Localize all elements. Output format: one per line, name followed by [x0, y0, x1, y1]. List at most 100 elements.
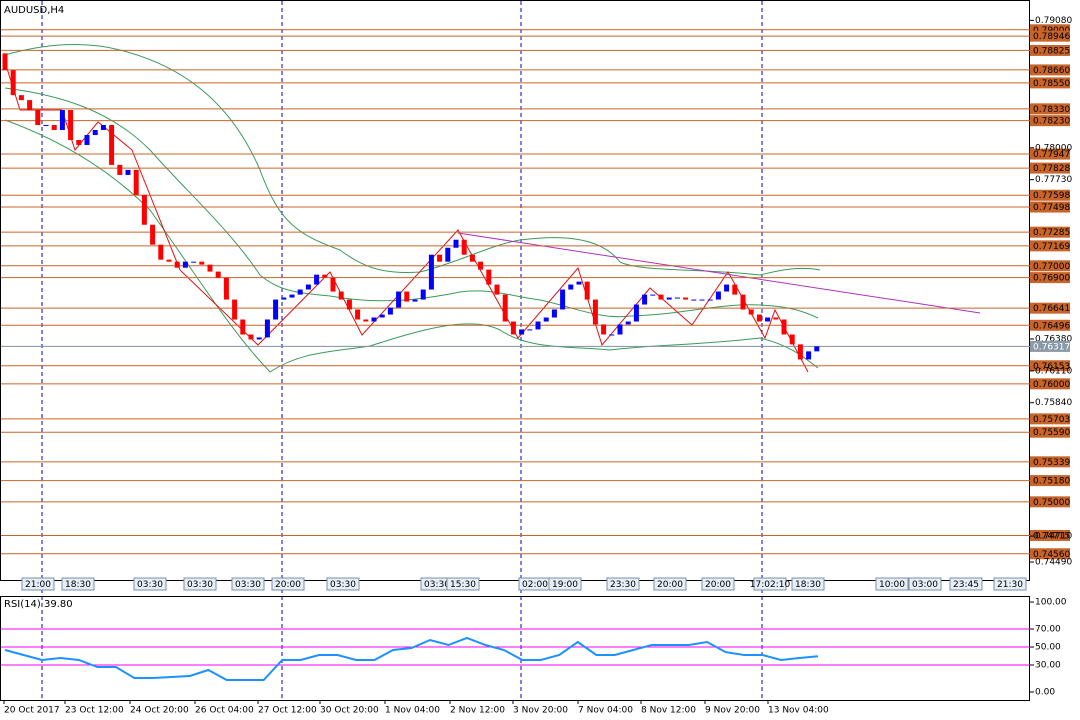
level-label: 0.77169 [1033, 242, 1070, 252]
level-tag [1030, 548, 1070, 560]
zigzag-tag [993, 577, 1027, 591]
candle-body [814, 346, 820, 352]
candle-body [166, 259, 172, 262]
upper-band [4, 44, 821, 276]
x-tick-label: 30 Oct 20:00 [320, 706, 379, 716]
level-tag [1030, 272, 1070, 284]
level-tag [1030, 148, 1070, 160]
level-label: 0.75339 [1033, 458, 1070, 468]
zigzag-label: 03:30 [187, 580, 213, 590]
level-label: 0.77828 [1033, 164, 1070, 174]
zigzag-tag [133, 577, 167, 591]
candle-body [182, 261, 188, 268]
chart-symbol: AUDUSD,H4 [4, 5, 64, 16]
candle-body [59, 110, 65, 130]
level-label: 0.76153 [1033, 362, 1070, 372]
x-tick-label: 3 Nov 20:00 [513, 706, 568, 716]
candle-body [150, 224, 156, 245]
candle-body [617, 324, 623, 335]
level-label: 0.75703 [1033, 415, 1070, 425]
zigzag-label: 18:30 [795, 580, 821, 590]
level-tag [1030, 77, 1070, 89]
zigzag-tag [183, 577, 217, 591]
candle-body [765, 317, 771, 322]
level-tag [1030, 162, 1070, 174]
current-price-tag [1030, 340, 1070, 352]
zigzag-label: 20:00 [657, 580, 683, 590]
candle-body [535, 321, 541, 330]
zigzag-tag [753, 577, 787, 591]
candle-body [305, 284, 311, 290]
level-label: 0.77498 [1033, 203, 1070, 213]
level-tag [1030, 103, 1070, 115]
candle-body [281, 297, 287, 300]
candle-body [43, 125, 49, 127]
candle-body [666, 297, 672, 300]
candle-body [100, 125, 106, 130]
zigzag-label: 03:30 [330, 580, 356, 590]
candle-body [469, 254, 475, 262]
candle-body [510, 321, 516, 335]
level-tag [1030, 189, 1070, 201]
zigzag-tag [653, 577, 687, 591]
level-label: 0.78230 [1033, 117, 1070, 127]
x-tick-label: 23 Oct 12:00 [65, 706, 124, 716]
candle-body [76, 140, 82, 145]
zigzag-tag [606, 577, 640, 591]
zigzag-tag [548, 577, 582, 591]
level-tag [1030, 413, 1070, 425]
candle-body [191, 261, 197, 263]
y-tick-label: 0.75840 [1035, 398, 1072, 408]
main-pane [0, 0, 1030, 581]
level-label: 0.78660 [1033, 66, 1070, 76]
level-label: 0.76900 [1033, 274, 1070, 284]
candle-body [420, 289, 426, 300]
zigzag-label: 02:00 [522, 580, 548, 590]
candle-body [592, 299, 598, 325]
zigzag-tag [231, 577, 265, 591]
level-tag [1030, 24, 1070, 36]
candle-body [428, 254, 434, 290]
candle-body [256, 337, 262, 340]
candle-body [273, 299, 279, 320]
candle-body [609, 334, 615, 336]
candle-body [478, 261, 484, 270]
candle-body [289, 294, 295, 298]
x-tick-label: 8 Nov 12:00 [641, 706, 696, 716]
y-tick-label: 0.74710 [1035, 532, 1072, 542]
zigzag-label: 21:30 [997, 580, 1023, 590]
y-tick-label: 0.74490 [1035, 558, 1072, 568]
candle-body [84, 135, 90, 145]
candle-body [387, 307, 393, 315]
x-tick-label: 1 Nov 04:00 [385, 706, 440, 716]
zigzag-label: 17:02:10 [750, 580, 791, 590]
level-label: 0.78946 [1033, 32, 1070, 42]
candle-body [699, 299, 705, 301]
level-tag [1030, 201, 1070, 213]
candle-body [461, 239, 467, 255]
candle-body [51, 125, 57, 130]
level-label: 0.78550 [1033, 79, 1070, 89]
x-tick-label: 24 Oct 20:00 [130, 706, 189, 716]
x-tick-label: 27 Oct 12:00 [258, 706, 317, 716]
level-tag [1030, 64, 1070, 76]
level-label: 0.78330 [1033, 105, 1070, 115]
candle-body [740, 294, 746, 310]
zigzag-tag [908, 577, 942, 591]
candle-body [560, 289, 566, 310]
candle-body [543, 317, 549, 322]
bollinger-bands [4, 44, 821, 373]
candle-body [158, 244, 164, 260]
zigzag-label: 21:00 [25, 580, 51, 590]
candle-body [797, 344, 803, 360]
zigzag-tag [326, 577, 360, 591]
zigzag-tag [61, 577, 95, 591]
candle-body [330, 277, 336, 292]
level-label: 0.77285 [1033, 228, 1070, 238]
level-tag [1030, 226, 1070, 238]
candle-body [232, 299, 238, 320]
level-label: 0.77947 [1033, 150, 1070, 160]
x-tick-label: 7 Nov 04:00 [578, 706, 633, 716]
candle-body [748, 309, 754, 315]
